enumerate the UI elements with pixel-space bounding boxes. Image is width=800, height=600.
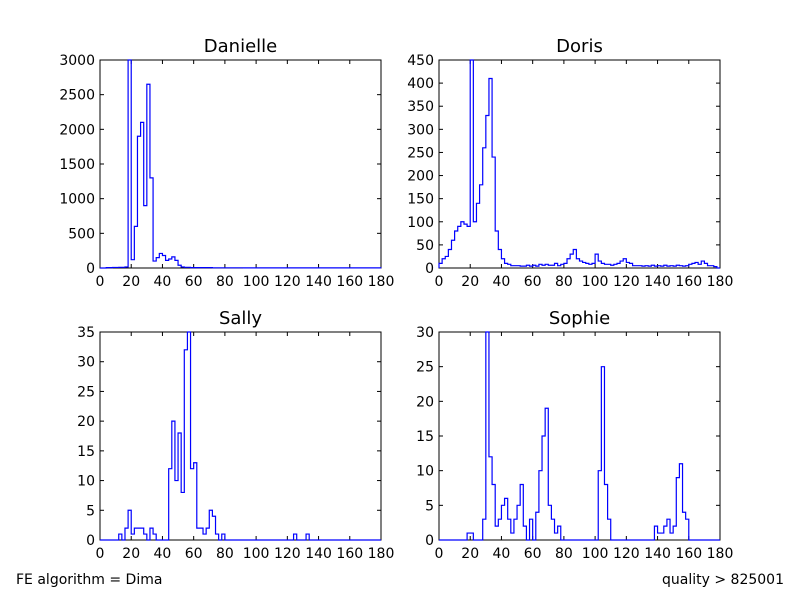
x-tick-label: 180 [707, 274, 734, 290]
panel-title-doris: Doris [556, 36, 603, 57]
y-tick-label: 1500 [59, 157, 95, 173]
y-tick-label: 0 [425, 533, 434, 549]
x-tick-label: 80 [216, 546, 234, 562]
x-tick-label: 0 [435, 546, 444, 562]
panel-title-danielle: Danielle [204, 36, 277, 57]
y-tick-label: 25 [416, 360, 434, 376]
x-tick-label: 0 [96, 274, 105, 290]
footer-left-label: FE algorithm = Dima [16, 572, 162, 588]
x-tick-label: 120 [274, 546, 301, 562]
panel-title-sophie: Sophie [549, 308, 610, 329]
x-tick-label: 180 [368, 546, 395, 562]
y-tick-label: 15 [77, 444, 95, 460]
y-tick-label: 30 [416, 325, 434, 341]
y-tick-label: 2500 [59, 88, 95, 104]
x-tick-label: 160 [336, 274, 363, 290]
y-tick-label: 20 [77, 414, 95, 430]
plot-frame-doris [438, 59, 721, 269]
y-tick-label: 3000 [59, 53, 95, 69]
x-tick-label: 120 [613, 546, 640, 562]
x-tick-label: 120 [613, 274, 640, 290]
x-tick-label: 140 [305, 274, 332, 290]
y-tick-label: 10 [77, 474, 95, 490]
x-tick-label: 20 [461, 274, 479, 290]
y-tick-label: 100 [407, 215, 434, 231]
x-tick-label: 20 [122, 274, 140, 290]
y-tick-label: 300 [407, 122, 434, 138]
histogram-series-doris [438, 59, 720, 269]
y-tick-label: 5 [86, 503, 95, 519]
y-tick-label: 50 [416, 238, 434, 254]
x-tick-label: 60 [524, 546, 542, 562]
x-tick-label: 20 [461, 546, 479, 562]
x-tick-label: 160 [336, 546, 363, 562]
plot-frame-sally [99, 331, 382, 541]
x-tick-label: 40 [154, 546, 172, 562]
y-tick-label: 10 [416, 464, 434, 480]
panel-danielle: Danielle 0 20 40 60 80 100 120 140 160 180 0 500 1000… [59, 36, 394, 290]
x-tick-label: 40 [493, 274, 511, 290]
y-tick-label: 400 [407, 76, 434, 92]
y-tick-label: 0 [86, 261, 95, 277]
histogram-series-sophie [439, 331, 720, 541]
y-tick-label: 35 [77, 325, 95, 341]
y-tick-label: 1000 [59, 192, 95, 208]
y-tick-label: 0 [425, 261, 434, 277]
panel-sally: Sally 0 20 40 60 80 100 120 140 160 180 0 5 10 15 20 25 3… [77, 308, 394, 562]
y-tick-label: 25 [77, 384, 95, 400]
y-tick-label: 5 [425, 498, 434, 514]
plot-frame-sophie [438, 331, 721, 541]
x-tick-label: 100 [243, 274, 270, 290]
x-tick-label: 80 [555, 274, 573, 290]
y-tick-label: 30 [77, 355, 95, 371]
y-tick-label: 150 [407, 192, 434, 208]
x-tick-label: 100 [582, 546, 609, 562]
histogram-series-sally [100, 331, 381, 541]
x-tick-label: 60 [185, 274, 203, 290]
x-tick-label: 140 [644, 546, 671, 562]
x-tick-label: 40 [493, 546, 511, 562]
footer-right-label: quality > 825001 [662, 572, 784, 588]
histogram-series-danielle [100, 59, 382, 269]
x-tick-label: 0 [96, 546, 105, 562]
y-tick-label: 0 [86, 533, 95, 549]
y-tick-label: 20 [416, 394, 434, 410]
x-tick-label: 180 [368, 274, 395, 290]
y-tick-label: 250 [407, 145, 434, 161]
y-tick-label: 15 [416, 429, 434, 445]
y-tick-label: 450 [407, 53, 434, 69]
x-tick-label: 180 [707, 546, 734, 562]
x-tick-label: 0 [435, 274, 444, 290]
y-tick-label: 350 [407, 99, 434, 115]
x-tick-label: 60 [524, 274, 542, 290]
x-tick-label: 140 [644, 274, 671, 290]
x-tick-label: 20 [122, 546, 140, 562]
x-tick-label: 100 [582, 274, 609, 290]
x-tick-label: 100 [243, 546, 270, 562]
panel-sophie: Sophie 0 20 40 60 80 100 120 140 160 180 0 5 10 15 20 25… [416, 308, 733, 562]
x-tick-label: 120 [274, 274, 301, 290]
panel-title-sally: Sally [219, 308, 262, 329]
y-tick-label: 200 [407, 169, 434, 185]
x-tick-label: 80 [555, 546, 573, 562]
x-tick-label: 80 [216, 274, 234, 290]
x-tick-label: 60 [185, 546, 203, 562]
x-tick-label: 160 [675, 546, 702, 562]
x-tick-label: 140 [305, 546, 332, 562]
plot-frame-danielle [99, 59, 382, 269]
y-tick-label: 500 [68, 226, 95, 242]
x-tick-label: 160 [675, 274, 702, 290]
x-tick-label: 40 [154, 274, 172, 290]
y-tick-label: 2000 [59, 122, 95, 138]
